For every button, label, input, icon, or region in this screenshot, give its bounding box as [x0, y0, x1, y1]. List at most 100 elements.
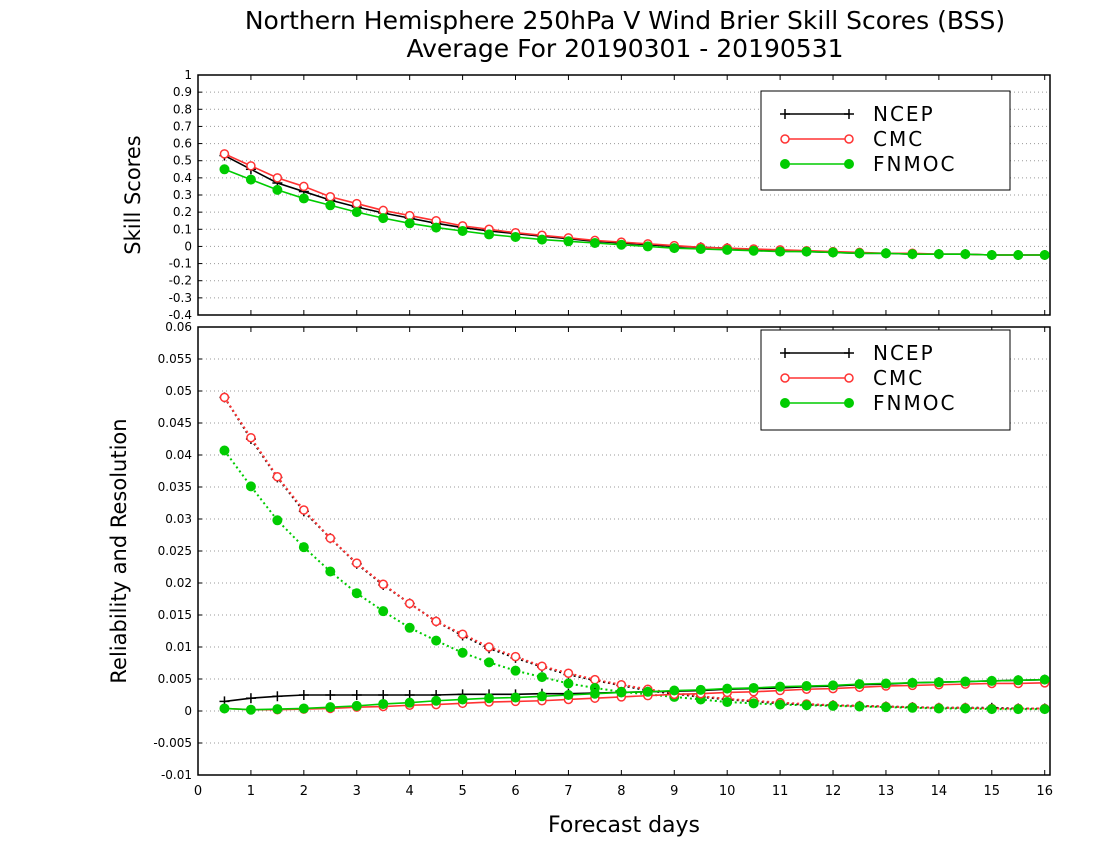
data-point — [272, 184, 283, 195]
data-point — [219, 149, 230, 159]
legend-entry-ncep: NCEP — [780, 341, 933, 365]
y-axis-label: Skill Scores — [121, 135, 145, 254]
data-point — [484, 642, 494, 652]
data-point — [431, 616, 441, 627]
legend-marker — [844, 159, 854, 169]
legend-marker — [780, 134, 790, 144]
data-point — [775, 699, 786, 710]
data-point — [880, 702, 891, 713]
data-point — [907, 249, 918, 260]
legend-marker — [780, 373, 790, 383]
data-point — [299, 505, 309, 515]
data-point — [352, 558, 362, 568]
legend-label: CMC — [873, 127, 924, 151]
data-point — [245, 704, 256, 715]
data-point — [272, 472, 283, 482]
series-cmc-reliability — [219, 678, 1050, 715]
data-point — [298, 703, 309, 714]
data-point — [563, 236, 574, 247]
data-point — [748, 682, 759, 693]
data-point — [245, 481, 256, 492]
data-point — [325, 566, 336, 577]
data-point — [960, 703, 971, 714]
data-point — [431, 222, 442, 233]
data-point — [457, 629, 468, 639]
data-point — [695, 684, 706, 695]
data-point — [722, 683, 733, 694]
x-tick-label: 15 — [984, 784, 1001, 799]
data-point — [669, 685, 680, 696]
data-point — [431, 695, 442, 706]
x-tick-label: 9 — [670, 784, 678, 799]
y-tick-label: 0.2 — [173, 205, 192, 219]
y-tick-label: 0.045 — [158, 416, 192, 430]
data-point — [325, 702, 336, 713]
data-point — [246, 432, 256, 443]
series-line — [223, 396, 1045, 710]
legend-box — [760, 329, 1011, 431]
data-point — [801, 246, 812, 257]
data-point — [219, 164, 230, 175]
series-line — [223, 396, 1045, 710]
x-tick-label: 11 — [772, 784, 789, 799]
y-tick-label: 0.005 — [158, 672, 192, 686]
x-tick-label: 4 — [406, 784, 414, 799]
legend-label: FNMOC — [873, 152, 956, 176]
x-tick-label: 14 — [931, 784, 948, 799]
x-tick-label: 2 — [300, 784, 308, 799]
legend-marker — [844, 134, 854, 144]
y-tick-label: -0.01 — [161, 768, 192, 782]
legend-entry-fnmoc: FNMOC — [780, 152, 956, 176]
legend-label: NCEP — [873, 102, 935, 126]
y-tick-label: -0.005 — [153, 736, 192, 750]
data-point — [775, 246, 786, 257]
y-tick-label: 0.05 — [165, 384, 192, 398]
y-tick-label: 0.6 — [173, 137, 192, 151]
data-point — [960, 249, 971, 260]
data-point — [536, 691, 547, 702]
data-point — [351, 700, 362, 711]
data-point — [378, 606, 389, 617]
data-point — [510, 665, 521, 676]
data-point — [854, 248, 865, 259]
data-point — [828, 700, 839, 711]
data-point — [722, 697, 733, 708]
data-point — [325, 533, 336, 543]
data-point — [378, 579, 388, 590]
y-tick-label: 0.7 — [173, 119, 192, 133]
data-point — [986, 675, 997, 686]
y-tick-label: 0.055 — [158, 352, 192, 366]
series-ncep-resolution — [219, 392, 1050, 714]
data-point — [299, 181, 309, 192]
legend-box — [760, 90, 1011, 191]
data-point — [536, 672, 547, 683]
data-point — [563, 678, 574, 689]
y-tick-label: -0.2 — [169, 274, 192, 288]
data-point — [272, 704, 283, 715]
x-tick-label: 12 — [825, 784, 842, 799]
panel-skill-scores: -0.4 -0.3 -0.2 -0.1 0 0.1 0.2 0.3 0.4 0.5 0.6 0.7 0.… — [121, 68, 1051, 322]
x-tick-label: 3 — [353, 784, 361, 799]
legend-label: FNMOC — [873, 391, 956, 415]
y-tick-label: 0.035 — [158, 480, 192, 494]
data-point — [748, 698, 759, 709]
series-cmc-resolution — [219, 392, 1050, 714]
data-point — [589, 238, 600, 248]
y-tick-label: 1 — [184, 68, 192, 82]
chart-subtitle: Average For 20190301 - 20190531 — [406, 34, 843, 63]
data-point — [351, 588, 362, 599]
plot-frame — [197, 74, 1051, 316]
y-tick-label: 0.02 — [165, 576, 192, 590]
y-tick-label: 0.025 — [158, 544, 192, 558]
data-point — [245, 174, 256, 185]
x-tick-label: 6 — [511, 784, 519, 799]
data-point — [484, 657, 495, 668]
chart-title: Northern Hemisphere 250hPa V Wind Brier … — [245, 6, 1005, 35]
data-point — [431, 635, 442, 646]
legend-marker — [780, 398, 790, 408]
data-point — [537, 661, 547, 671]
y-tick-label: -0.4 — [169, 308, 192, 322]
data-point — [378, 698, 389, 709]
